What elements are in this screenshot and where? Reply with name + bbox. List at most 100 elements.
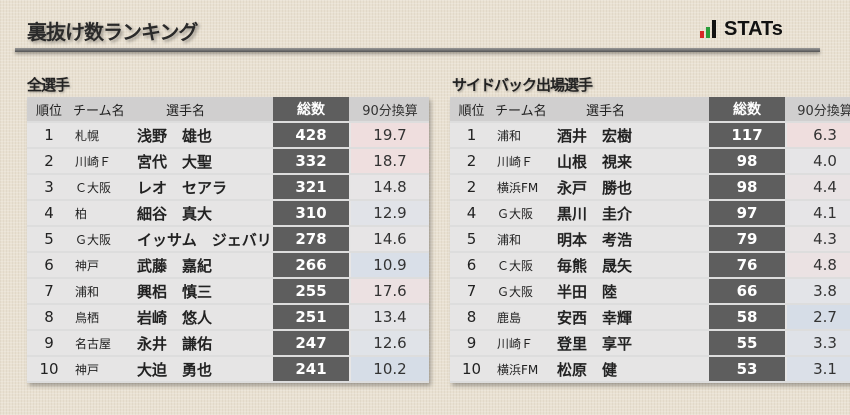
cell-rank: 8 [44, 308, 54, 326]
cell-per90: 10.2 [351, 357, 429, 381]
table-header: 順位 チーム名 選手名 総数 90分換算 [27, 97, 429, 121]
table-row: 2 横浜FM 永戸 勝也 98 4.4 [450, 175, 850, 199]
cell-name: 松原 健 [557, 360, 618, 379]
cell-total: 98 [709, 149, 785, 173]
cell-rank: 6 [466, 256, 477, 274]
cell-name: 宮代 大聖 [137, 152, 213, 171]
cell-rank: 9 [44, 334, 54, 352]
header-per90: 90分換算 [797, 103, 850, 119]
header-rank: 順位 [35, 103, 62, 119]
cell-total: 428 [273, 123, 349, 147]
cell-per90: 2.7 [787, 305, 850, 329]
cell-team: 浦和 [497, 232, 522, 247]
header-total: 総数 [273, 97, 349, 121]
cell-rank: 2 [44, 152, 54, 170]
table-header: 順位 チーム名 選手名 総数 90分換算 [450, 97, 850, 121]
cell-name: 浅野 雄也 [137, 126, 213, 145]
cell-team: 横浜FM [497, 362, 539, 377]
cell-per90: 17.6 [351, 279, 429, 303]
cell-total: 241 [273, 357, 349, 381]
page-title: 裏抜け数ランキング [27, 20, 198, 44]
cell-total: 310 [273, 201, 349, 225]
cell-name: 興梠 慎三 [137, 282, 213, 301]
cell-name: 武藤 嘉紀 [137, 256, 213, 275]
cell-team: Ｇ大阪 [497, 284, 534, 299]
cell-team: 浦和 [497, 128, 522, 143]
cell-total: 66 [709, 279, 785, 303]
logo-bar-black [712, 20, 716, 38]
table-row: 9 名古屋 永井 謙佑 247 12.6 [27, 331, 429, 355]
cell-team: 川崎Ｆ [497, 336, 534, 351]
cell-rank: 7 [466, 282, 477, 300]
cell-per90: 12.9 [351, 201, 429, 225]
table-row: 2 川崎Ｆ 山根 視来 98 4.0 [450, 149, 850, 173]
cell-name: 毎熊 晟矢 [557, 256, 633, 275]
cell-rank: 9 [466, 334, 477, 352]
cell-rank: 2 [466, 152, 477, 170]
cell-per90: 4.4 [787, 175, 850, 199]
cell-per90: 3.8 [787, 279, 850, 303]
cell-total: 255 [273, 279, 349, 303]
logo-bar-red [700, 31, 704, 38]
header-name: 選手名 [586, 103, 626, 119]
cell-total: 247 [273, 331, 349, 355]
logo-bar-green [706, 27, 710, 38]
cell-rank: 4 [466, 204, 477, 222]
table-row: 4 Ｇ大阪 黒川 圭介 97 4.1 [450, 201, 850, 225]
cell-per90: 4.8 [787, 253, 850, 277]
cell-team: 横浜FM [497, 180, 539, 195]
cell-total: 266 [273, 253, 349, 277]
cell-name: 永戸 勝也 [557, 178, 633, 197]
header-total: 総数 [709, 97, 785, 121]
cell-rank: 5 [466, 230, 477, 248]
cell-per90: 4.3 [787, 227, 850, 251]
cell-team: 鹿島 [497, 310, 522, 325]
cell-per90: 4.1 [787, 201, 850, 225]
cell-rank: 1 [44, 126, 54, 144]
header-rank: 順位 [458, 103, 485, 119]
table-row: 8 鹿島 安西 幸輝 58 2.7 [450, 305, 850, 329]
header-team: チーム名 [495, 103, 547, 119]
cell-total: 97 [709, 201, 785, 225]
cell-per90: 13.4 [351, 305, 429, 329]
cell-name: 明本 考浩 [557, 230, 633, 249]
table-row: 10 横浜FM 松原 健 53 3.1 [450, 357, 850, 381]
cell-total: 332 [273, 149, 349, 173]
cell-rank: 8 [466, 308, 477, 326]
cell-rank: 4 [44, 204, 54, 222]
cell-rank: 1 [466, 126, 477, 144]
cell-total: 278 [273, 227, 349, 251]
cell-total: 76 [709, 253, 785, 277]
cell-per90: 4.0 [787, 149, 850, 173]
table-row: 4 柏 細谷 真大 310 12.9 [27, 201, 429, 225]
table-row: 7 Ｇ大阪 半田 陸 66 3.8 [450, 279, 850, 303]
cell-name: 大迫 勇也 [137, 360, 213, 379]
cell-team: 川崎Ｆ [497, 154, 534, 169]
cell-team: 鳥栖 [75, 310, 100, 325]
cell-name: 酒井 宏樹 [557, 126, 633, 145]
table-row: 6 Ｃ大阪 毎熊 晟矢 76 4.8 [450, 253, 850, 277]
cell-rank: 7 [44, 282, 54, 300]
table-row: 8 鳥栖 岩崎 悠人 251 13.4 [27, 305, 429, 329]
cell-name: 安西 幸輝 [557, 308, 633, 327]
cell-total: 321 [273, 175, 349, 199]
cell-name: 細谷 真大 [137, 204, 213, 223]
table-row: 1 浦和 酒井 宏樹 117 6.3 [450, 123, 850, 147]
cell-rank: 2 [466, 178, 477, 196]
cell-per90: 3.1 [787, 357, 850, 381]
cell-total: 98 [709, 175, 785, 199]
cell-per90: 3.3 [787, 331, 850, 355]
cell-rank: 10 [39, 360, 59, 378]
cell-team: 神戸 [75, 258, 100, 273]
cell-total: 117 [709, 123, 785, 147]
cell-per90: 6.3 [787, 123, 850, 147]
cell-total: 251 [273, 305, 349, 329]
cell-rank: 3 [44, 178, 54, 196]
table-row: 5 Ｇ大阪 イッサム ジェバリ 278 14.6 [27, 227, 429, 251]
cell-per90: 14.8 [351, 175, 429, 199]
cell-name: 岩崎 悠人 [137, 308, 213, 327]
cell-team: Ｇ大阪 [75, 232, 112, 247]
cell-per90: 10.9 [351, 253, 429, 277]
cell-team: Ｇ大阪 [497, 206, 534, 221]
section-title: サイドバック出場選手 [452, 76, 593, 94]
